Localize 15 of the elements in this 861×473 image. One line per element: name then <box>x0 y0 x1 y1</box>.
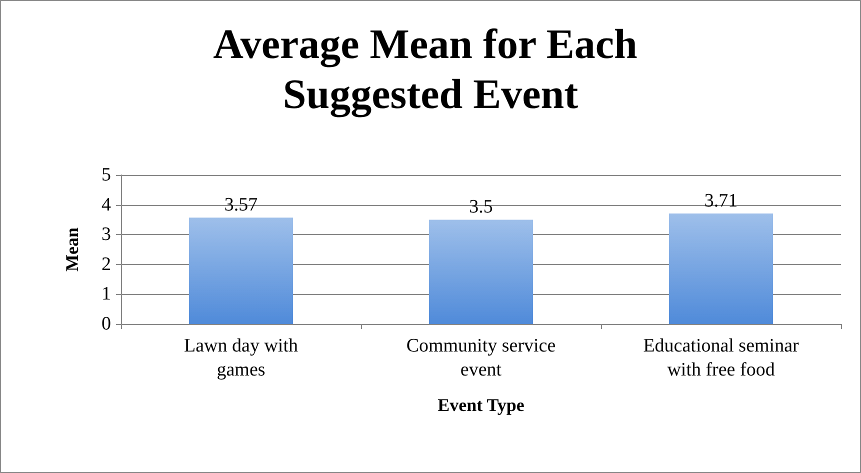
y-tick-label: 5 <box>102 164 111 186</box>
x-axis-title: Event Type <box>438 395 524 415</box>
chart-title: Average Mean for Each Suggested Event <box>213 22 648 118</box>
x-tick-label: Lawn day with games <box>184 336 298 380</box>
y-tick-label: 0 <box>102 314 111 334</box>
y-tick-label: 3 <box>102 224 111 246</box>
data-label: 3.5 <box>469 196 493 218</box>
y-tick-label: 2 <box>102 254 111 275</box>
y-axis-title: Mean <box>62 228 82 272</box>
data-label: 3.57 <box>224 194 258 216</box>
x-tick-label: Community service event <box>406 336 556 380</box>
y-tick-label: 1 <box>102 284 111 305</box>
y-tick-label: 4 <box>102 194 112 216</box>
data-label: 3.71 <box>704 190 738 212</box>
x-tick-label: Educational seminar with free food <box>643 336 800 380</box>
